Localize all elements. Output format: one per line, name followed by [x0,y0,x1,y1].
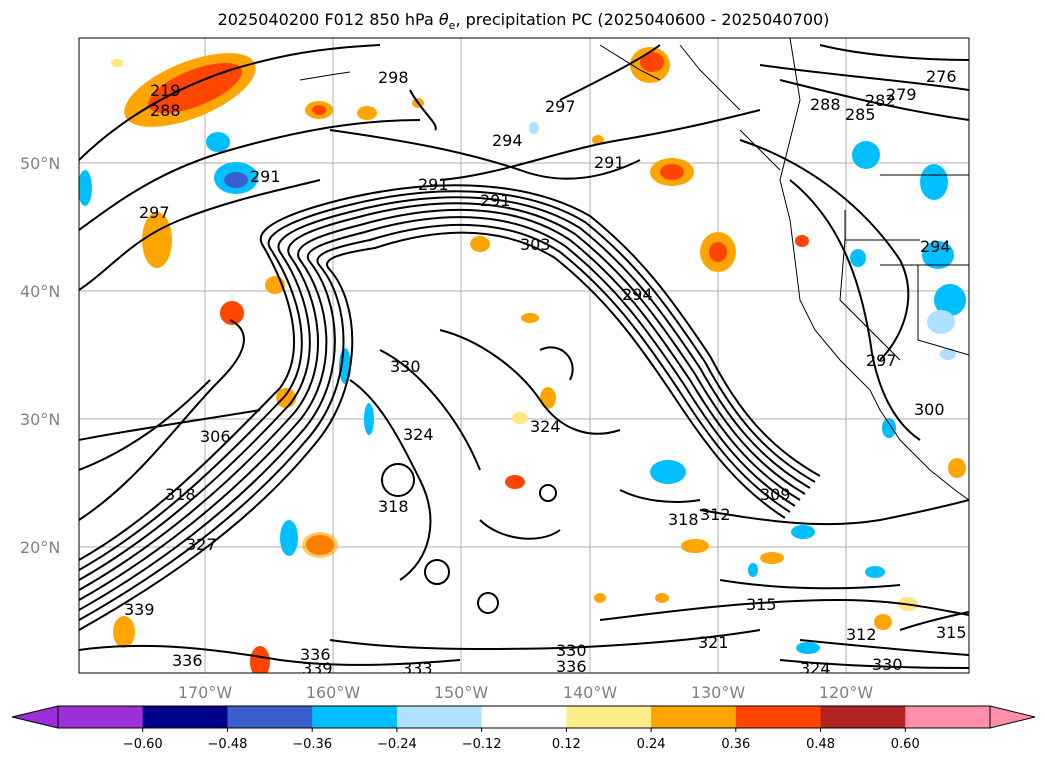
contour-label: 294 [920,237,951,256]
longitude-labels: 170°W 160°W 150°W 140°W 130°W 120°W [178,683,874,702]
contour-label: 315 [746,595,777,614]
colorbar-segment [227,706,313,728]
colorbar-segment [396,706,483,728]
colorbar-extend-low [11,705,59,729]
contour-label: 297 [545,97,576,116]
contour-label: 321 [698,633,729,652]
colorbar-segment [481,706,567,728]
colorbar-border [57,705,991,729]
lon-label: 150°W [434,683,489,702]
contour-label: 309 [760,485,791,504]
lon-label: 160°W [306,683,361,702]
contour-label: 315 [936,623,967,642]
colorbar-tick-label: −0.48 [208,737,248,752]
contour-label: 291 [418,175,449,194]
contour-label: 303 [520,235,551,254]
contour-label: 276 [926,67,957,86]
map-frame [78,37,970,674]
colorbar: −0.60 −0.48 −0.36 −0.24 −0.12 0.12 0.24 0.36 0.4… [11,705,1036,752]
contour-label-group: 219 288 298 297 294 291 291 291 297 303 … [124,67,967,678]
colorbar-segment [312,706,398,728]
contour-label: 318 [378,497,409,516]
contour-label: 298 [378,68,409,87]
contour-label: 324 [800,659,831,678]
colorbar-tick-label: 0.60 [891,737,920,752]
contour-label: 330 [872,655,903,674]
colorbar-extend-high [989,705,1036,729]
contour-label: 300 [914,400,945,419]
colorbar-tick-label: 0.36 [721,737,750,752]
contour-label: 312 [846,625,877,644]
contour-label: 330 [390,357,421,376]
contour-label: 333 [402,659,433,678]
contour-label: 297 [866,351,897,370]
contour-label: 336 [556,657,587,676]
contour-label: 297 [139,203,170,222]
colorbar-tick-label: 0.48 [806,737,835,752]
lon-label: 170°W [178,683,233,702]
contour-label: 291 [594,153,625,172]
lon-label: 120°W [819,683,874,702]
lat-label: 40°N [20,282,60,301]
contour-label: 339 [124,600,155,619]
colorbar-tick-label: 0.24 [637,737,666,752]
contour-label: 288 [810,95,841,114]
contour-label: 279 [886,85,917,104]
contour-label: 294 [622,285,653,304]
figure-title: 2025040200 F012 850 hPa θe, precipitatio… [217,10,830,33]
colorbar-segment [905,706,991,728]
contour-label: 330 [556,641,587,660]
colorbar-segment [735,706,822,728]
lat-label: 20°N [20,538,60,557]
contour-label: 291 [480,191,511,210]
colorbar-segment [820,706,906,728]
lon-label: 140°W [563,683,618,702]
contour-label: 288 [150,101,181,120]
lat-label: 50°N [20,154,60,173]
contour-label: 306 [200,427,231,446]
lon-label: 130°W [691,683,746,702]
colorbar-tick-label: −0.24 [377,737,417,752]
contour-label: 312 [700,505,731,524]
coastlines [299,38,969,501]
contour-label: 294 [492,131,523,150]
colorbar-segment [566,706,652,728]
contour-label: 282 [865,91,896,110]
contour-label: 285 [845,105,876,124]
colorbar-segment [142,706,228,728]
latitude-labels: 50°N 40°N 30°N 20°N [20,154,60,557]
contour-label: 324 [530,417,561,436]
contour-label: 327 [186,535,217,554]
colorbar-tick-label: 0.12 [552,737,581,752]
lat-label: 30°N [20,410,60,429]
contour-label: 318 [668,510,699,529]
contour-label: 291 [250,167,281,186]
colorbar-segment [651,706,737,728]
theta-e-contours [79,44,969,669]
colorbar-tick-label: −0.36 [292,737,332,752]
contour-label: 336 [300,645,331,664]
colorbar-tick-label: −0.60 [123,737,163,752]
contour-label: 336 [172,651,203,670]
contour-label: 339 [302,659,333,678]
contour-label: 219 [150,81,181,100]
contour-label: 318 [165,485,196,504]
contour-label: 324 [403,425,434,444]
colorbar-tick-label: −0.12 [462,737,502,752]
graticule [79,38,969,673]
colorbar-segment [58,706,144,728]
